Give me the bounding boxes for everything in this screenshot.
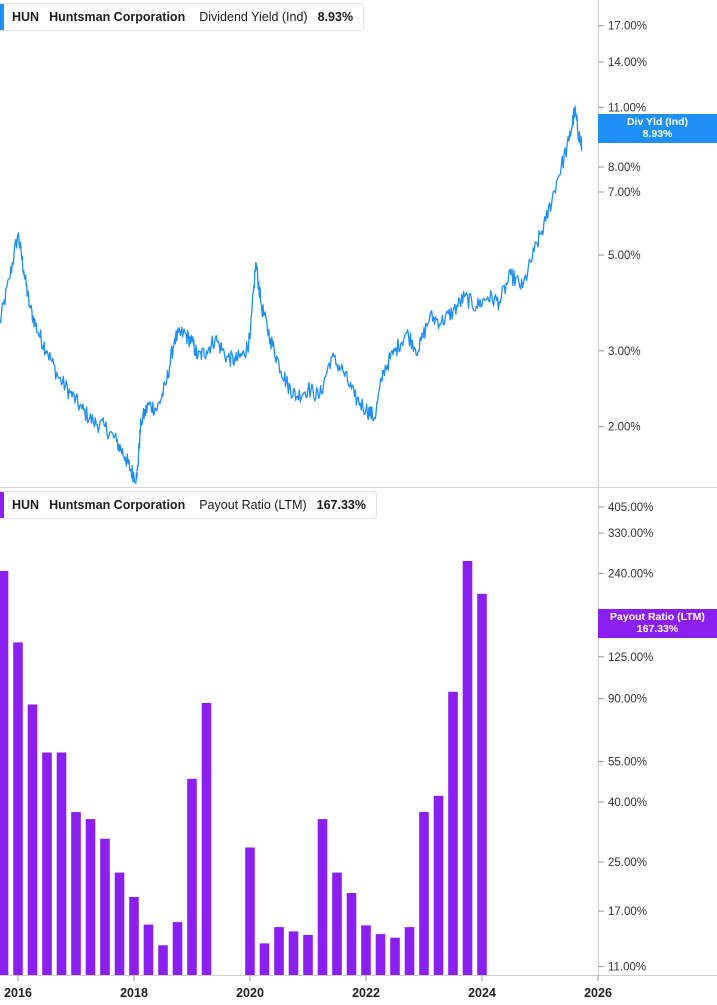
payout-bar	[143, 924, 154, 975]
legend-metric: Payout Ratio (LTM)	[199, 498, 307, 512]
payout-bar	[462, 561, 473, 975]
y-tick-label: 55.00%	[608, 756, 647, 768]
payout-bar	[158, 945, 168, 975]
payout-bar	[13, 642, 23, 975]
y-tick-label: 3.00%	[608, 346, 641, 358]
payout-bar	[259, 943, 270, 975]
legend-ticker: HUN	[12, 10, 40, 24]
tag-value: 8.93%	[642, 128, 673, 140]
payout-y-axis: 405.00% 330.00% 240.00% 125.00% 90.00% 55.00%…	[598, 502, 653, 974]
payout-bar	[172, 922, 183, 975]
payout-bar	[288, 931, 299, 975]
payout-bar	[477, 593, 487, 975]
payout-bar	[71, 812, 81, 975]
payout-bar	[332, 872, 342, 975]
y-tick-label: 405.00%	[608, 502, 653, 514]
payout-bar	[274, 927, 284, 975]
payout-bar	[404, 927, 415, 975]
y-tick-label: 7.00%	[608, 187, 641, 199]
payout-bar	[85, 819, 96, 975]
payout-bar	[245, 847, 255, 975]
legend-company: Huntsman Corporation	[49, 498, 186, 512]
y-tick-label: 125.00%	[608, 652, 653, 664]
y-tick-label: 17.00%	[608, 21, 647, 33]
y-tick-label: 8.00%	[608, 162, 641, 174]
legend-value: 8.93%	[317, 10, 354, 24]
payout-bar	[42, 752, 52, 975]
payout-bar	[448, 691, 458, 975]
y-tick-label: 11.00%	[608, 102, 646, 114]
payout-bar	[27, 704, 38, 975]
payout-bar	[303, 935, 313, 975]
x-tick-label: 2020	[236, 986, 264, 1000]
y-tick-label: 5.00%	[608, 250, 641, 262]
legend-metric: Dividend Yield (Ind)	[199, 10, 308, 24]
payout-bar	[129, 897, 139, 975]
tag-value: 167.33%	[636, 623, 679, 635]
payout-bar	[419, 812, 429, 975]
dividend-yield-value-tag: Div Yld (Ind) 8.93%	[598, 114, 717, 143]
payout-bar	[187, 778, 197, 975]
payout-bar	[0, 571, 9, 975]
x-tick-label: 2026	[584, 986, 612, 1000]
payout-bar	[361, 925, 371, 975]
legend-ticker: HUN	[12, 498, 40, 512]
y-tick-label: 2.00%	[608, 422, 641, 434]
legend-company: Huntsman Corporation	[49, 10, 186, 24]
payout-bar	[114, 872, 125, 975]
tag-title: Payout Ratio (LTM)	[610, 611, 705, 623]
legend-color-swatch	[0, 4, 4, 30]
x-tick-label: 2022	[352, 986, 380, 1000]
tag-title: Div Yld (Ind)	[626, 116, 689, 128]
x-tick-label: 2016	[4, 986, 32, 1000]
legend-color-swatch	[0, 492, 4, 518]
payout-bar	[375, 934, 386, 975]
payout-bars	[0, 561, 487, 975]
yield-y-axis: 17.00% 14.00% 11.00% 8.00% 7.00% 5.00% 3.00% 2.…	[598, 21, 647, 434]
payout-bar	[346, 893, 357, 975]
payout-ratio-value-tag: Payout Ratio (LTM) 167.33%	[598, 609, 717, 638]
y-tick-label: 330.00%	[608, 528, 653, 540]
dividend-yield-line	[0, 105, 583, 485]
y-tick-label: 14.00%	[608, 57, 647, 69]
dividend-yield-legend[interactable]: HUN Huntsman Corporation Dividend Yield …	[0, 3, 365, 31]
legend-value: 167.33%	[316, 498, 367, 512]
y-tick-label: 90.00%	[608, 694, 647, 706]
payout-ratio-legend[interactable]: HUN Huntsman Corporation Payout Ratio (L…	[0, 491, 378, 519]
x-tick-label: 2018	[120, 986, 148, 1000]
payout-bar	[433, 795, 444, 975]
y-tick-label: 17.00%	[608, 906, 647, 918]
x-tick-label: 2024	[468, 986, 496, 1000]
y-tick-label: 40.00%	[608, 797, 647, 809]
y-tick-label: 240.00%	[608, 569, 653, 581]
payout-bar	[390, 937, 400, 975]
x-axis: 2016 2018 2020 2022 2024 2026	[4, 975, 612, 1000]
payout-bar	[100, 838, 110, 975]
y-tick-label: 25.00%	[608, 857, 647, 869]
payout-bar	[201, 703, 212, 975]
y-tick-label: 11.00%	[608, 962, 646, 974]
payout-bar	[56, 752, 67, 975]
payout-bar	[317, 819, 328, 975]
